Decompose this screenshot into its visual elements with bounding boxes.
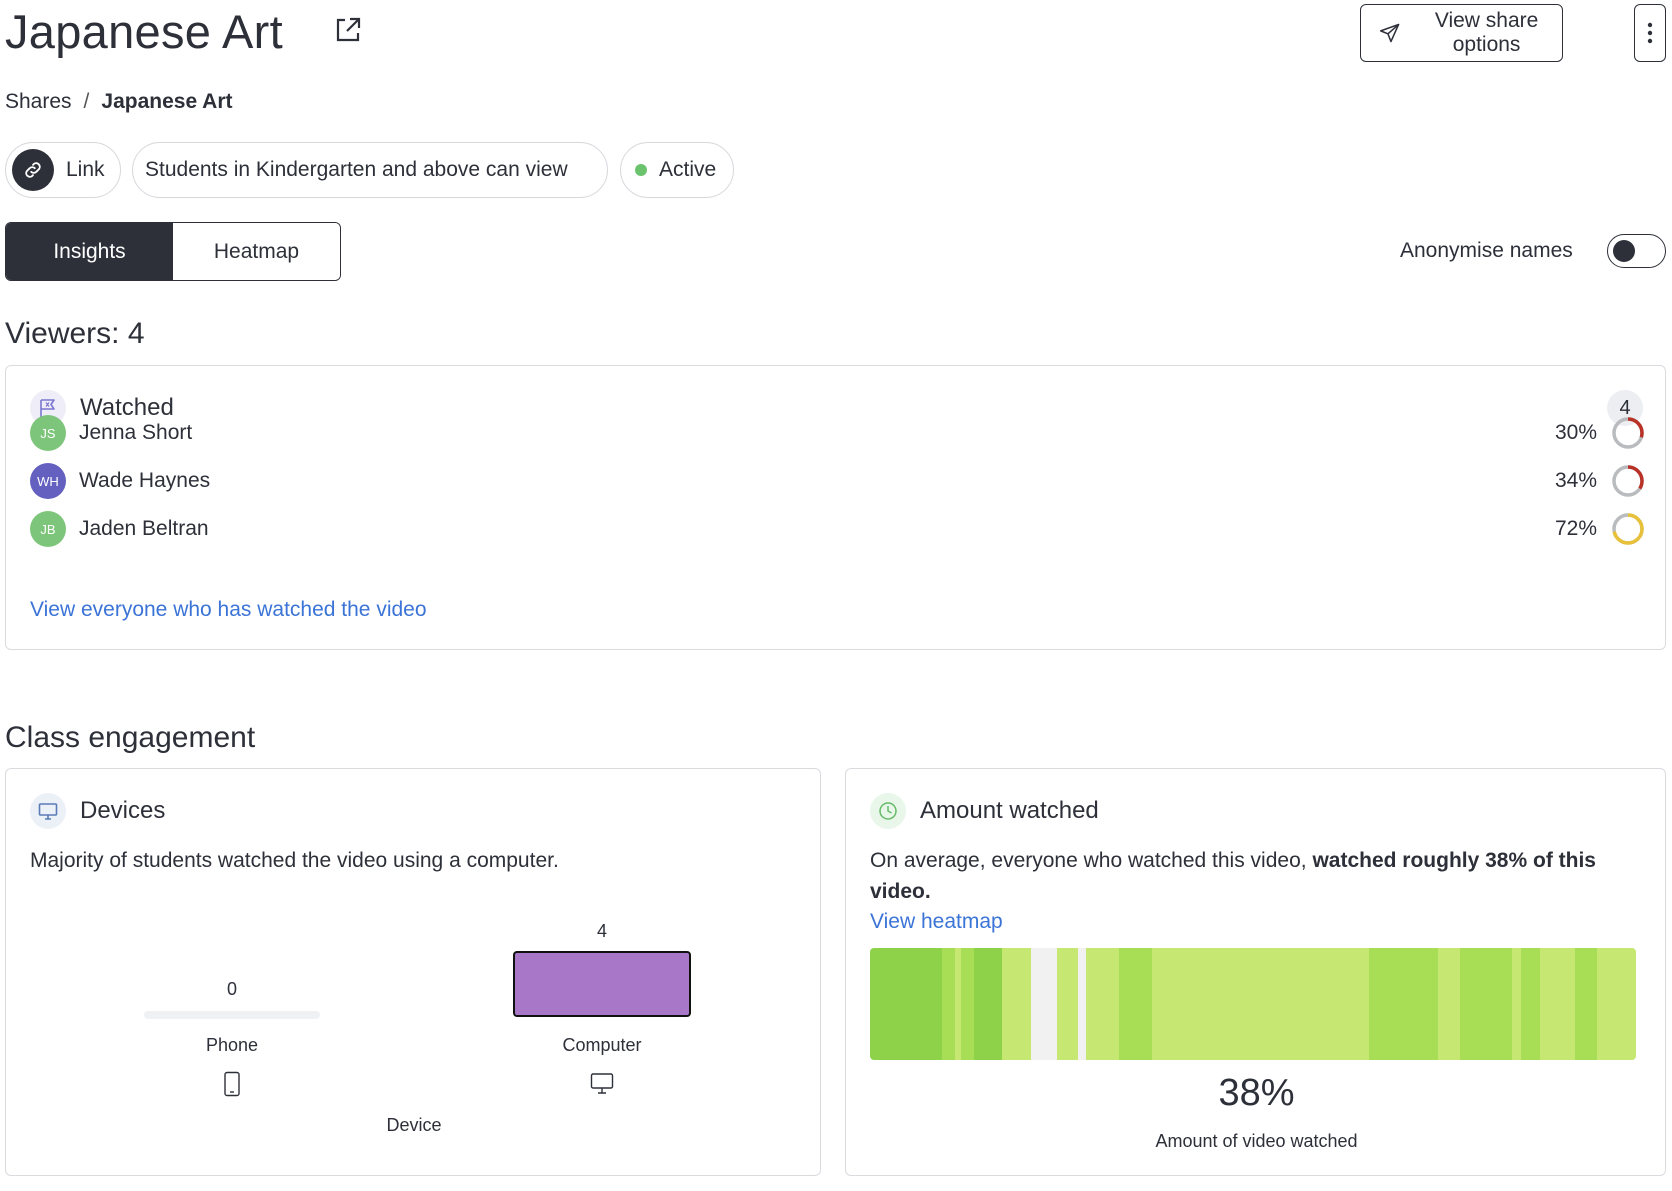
heatmap-segment: [1056, 948, 1079, 1060]
status-chip: Active: [620, 142, 734, 198]
viewer-name: Jaden Beltran: [79, 517, 209, 540]
viewer-percent: 34%: [1554, 469, 1597, 492]
phone-icon: [220, 1071, 244, 1102]
bar-computer[interactable]: [513, 951, 691, 1017]
amount-description-plain: On average, everyone who watched this vi…: [870, 849, 1313, 872]
amount-description-bold: watched roughly 38% of this video.: [870, 849, 1596, 903]
computer-icon: [590, 1071, 614, 1102]
view-share-options-button[interactable]: View share options: [1360, 4, 1563, 62]
devices-description: Majority of students watched the video u…: [30, 849, 559, 872]
monitor-icon: [30, 793, 66, 829]
viewer-row: WH Wade Haynes 34%: [30, 463, 1645, 499]
heatmap-segment: [1119, 948, 1153, 1060]
watched-header: Watched: [30, 390, 174, 426]
viewer-name: Wade Haynes: [79, 469, 211, 492]
heatmap-segment: [941, 948, 955, 1060]
send-icon: [1379, 23, 1400, 43]
anonymise-names-toggle[interactable]: [1607, 234, 1666, 268]
heatmap-segment: [1085, 948, 1120, 1060]
progress-ring-icon: [1612, 417, 1644, 449]
bar-category-label: Phone: [205, 1035, 259, 1055]
viewer-row: JB Jaden Beltran 72%: [30, 511, 1645, 547]
breadcrumb: Shares / Japanese Art: [5, 90, 233, 114]
link-chip: Link: [5, 142, 121, 198]
heatmap-segment: [1438, 948, 1461, 1060]
heatmap-segment: [954, 948, 962, 1060]
amount-watched-percent: 38%: [1218, 1072, 1295, 1114]
page-title: Japanese Art: [5, 5, 283, 58]
heatmap-segment: [870, 948, 942, 1060]
heatmap-segment: [1540, 948, 1576, 1060]
avatar: JS: [30, 415, 66, 451]
heatmap-segment: [1030, 948, 1057, 1060]
audience-chip-label: Students in Kindergarten and above can v…: [145, 158, 568, 181]
heatmap-segment: [1596, 948, 1636, 1060]
toggle-knob: [1613, 240, 1635, 262]
clock-icon: [870, 793, 906, 829]
link-chip-label: Link: [66, 158, 105, 181]
external-link-icon[interactable]: [332, 14, 364, 46]
link-icon: [12, 149, 54, 191]
audience-chip: Students in Kindergarten and above can v…: [132, 142, 608, 198]
amount-watched-caption: Amount of video watched: [1155, 1131, 1358, 1151]
heatmap-segment: [974, 948, 1003, 1060]
amount-watched-description: On average, everyone who watched this vi…: [870, 845, 1640, 907]
status-dot-icon: [635, 164, 647, 176]
amount-watched-title: Amount watched: [920, 797, 1099, 824]
devices-card: Devices Majority of students watched the…: [5, 768, 821, 1176]
breadcrumb-shares[interactable]: Shares: [5, 90, 72, 113]
class-engagement-title: Class engagement: [5, 721, 256, 754]
amount-watched-header: Amount watched: [870, 793, 1099, 829]
heatmap-segment: [1460, 948, 1513, 1060]
heatmap-segment: [1002, 948, 1031, 1060]
heatmap-segment: [1152, 948, 1369, 1060]
view-everyone-link[interactable]: View everyone who has watched the video: [30, 598, 427, 621]
bar-value-label: 0: [226, 979, 237, 999]
heatmap-segment: [1369, 948, 1439, 1060]
watch-heatmap-bar[interactable]: [870, 948, 1636, 1060]
avatar: WH: [30, 463, 66, 499]
more-options-button[interactable]: [1634, 4, 1666, 62]
viewer-percent: 72%: [1554, 517, 1597, 540]
viewers-title: Viewers: 4: [5, 317, 145, 350]
progress-ring-icon: [1612, 513, 1644, 545]
bar-category-label: Computer: [562, 1035, 642, 1055]
watched-card: Watched 4 JS Jenna Short 30% WH Wade Haynes 3…: [5, 365, 1666, 650]
viewer-row: JS Jenna Short 30%: [30, 415, 1645, 451]
heatmap-segment: [1575, 948, 1597, 1060]
view-heatmap-link[interactable]: View heatmap: [870, 910, 1003, 933]
heatmap-segment: [961, 948, 975, 1060]
heatmap-segment: [1078, 948, 1086, 1060]
breadcrumb-separator: /: [83, 90, 90, 113]
view-tabs: Insights Heatmap: [5, 222, 341, 281]
heatmap-segment: [1512, 948, 1521, 1060]
anonymise-names-label: Anonymise names: [1400, 239, 1573, 262]
devices-title: Devices: [80, 797, 166, 824]
bar-value-label: 4: [596, 921, 607, 941]
watched-title: Watched: [80, 394, 174, 421]
vertical-dots-icon: [1647, 22, 1653, 44]
tab-insights[interactable]: Insights: [6, 223, 173, 280]
bar-phone[interactable]: [144, 1011, 320, 1019]
breadcrumb-current: Japanese Art: [101, 90, 233, 113]
x-axis-label: Device: [386, 1115, 442, 1135]
amount-watched-card: Amount watched On average, everyone who …: [845, 768, 1666, 1176]
devices-header: Devices: [30, 793, 165, 829]
progress-ring-icon: [1612, 465, 1644, 497]
share-button-label: View share options: [1434, 9, 1539, 56]
viewer-percent: 30%: [1554, 421, 1597, 444]
viewer-name: Jenna Short: [79, 421, 193, 444]
avatar: JB: [30, 511, 66, 547]
status-chip-label: Active: [659, 158, 717, 181]
tab-heatmap[interactable]: Heatmap: [173, 223, 340, 280]
heatmap-segment: [1520, 948, 1541, 1060]
